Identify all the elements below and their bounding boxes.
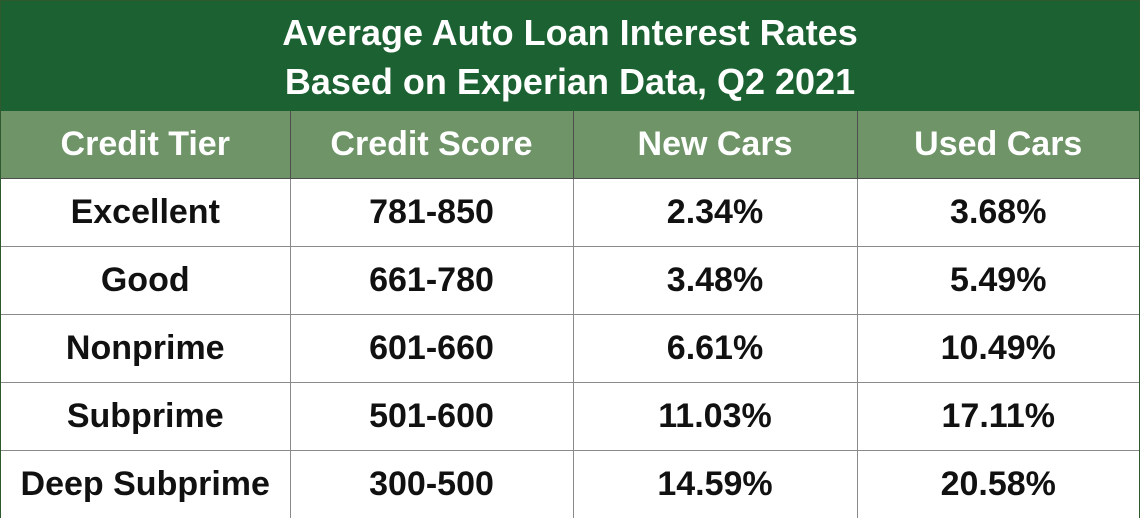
table-row: Subprime 501-600 11.03% 17.11% [1, 382, 1139, 451]
cell-credit-score: 781-850 [289, 178, 574, 247]
table-row: Nonprime 601-660 6.61% 10.49% [1, 314, 1139, 383]
header-credit-score: Credit Score [289, 111, 574, 179]
header-new-cars: New Cars [572, 111, 858, 179]
header-credit-tier: Credit Tier [1, 111, 291, 179]
cell-new-cars-rate: 3.48% [572, 246, 858, 315]
cell-used-cars-rate: 3.68% [856, 178, 1139, 247]
cell-new-cars-rate: 6.61% [572, 314, 858, 383]
cell-credit-tier: Excellent [1, 178, 291, 247]
rates-table: Credit Tier Credit Score New Cars Used C… [1, 111, 1139, 518]
cell-new-cars-rate: 11.03% [572, 382, 858, 451]
table-subtitle: Based on Experian Data, Q2 2021 [284, 61, 856, 102]
header-used-cars: Used Cars [856, 111, 1139, 179]
cell-new-cars-rate: 2.34% [572, 178, 858, 247]
cell-credit-score: 501-600 [289, 382, 574, 451]
cell-credit-tier: Good [1, 246, 291, 315]
cell-used-cars-rate: 20.58% [856, 450, 1139, 518]
table-title: Average Auto Loan Interest Rates [282, 12, 858, 53]
header-row: Credit Tier Credit Score New Cars Used C… [1, 111, 1139, 179]
cell-new-cars-rate: 14.59% [572, 450, 858, 518]
cell-credit-score: 300-500 [289, 450, 574, 518]
table-row: Good 661-780 3.48% 5.49% [1, 246, 1139, 315]
title-bar: Average Auto Loan Interest Rates Based o… [1, 1, 1139, 111]
cell-used-cars-rate: 17.11% [856, 382, 1139, 451]
cell-credit-score: 601-660 [289, 314, 574, 383]
cell-credit-tier: Subprime [1, 382, 291, 451]
cell-used-cars-rate: 10.49% [856, 314, 1139, 383]
cell-credit-tier: Deep Subprime [1, 450, 291, 518]
cell-credit-tier: Nonprime [1, 314, 291, 383]
table-row: Deep Subprime 300-500 14.59% 20.58% [1, 450, 1139, 518]
table-row: Excellent 781-850 2.34% 3.68% [1, 178, 1139, 247]
cell-used-cars-rate: 5.49% [856, 246, 1139, 315]
cell-credit-score: 661-780 [289, 246, 574, 315]
